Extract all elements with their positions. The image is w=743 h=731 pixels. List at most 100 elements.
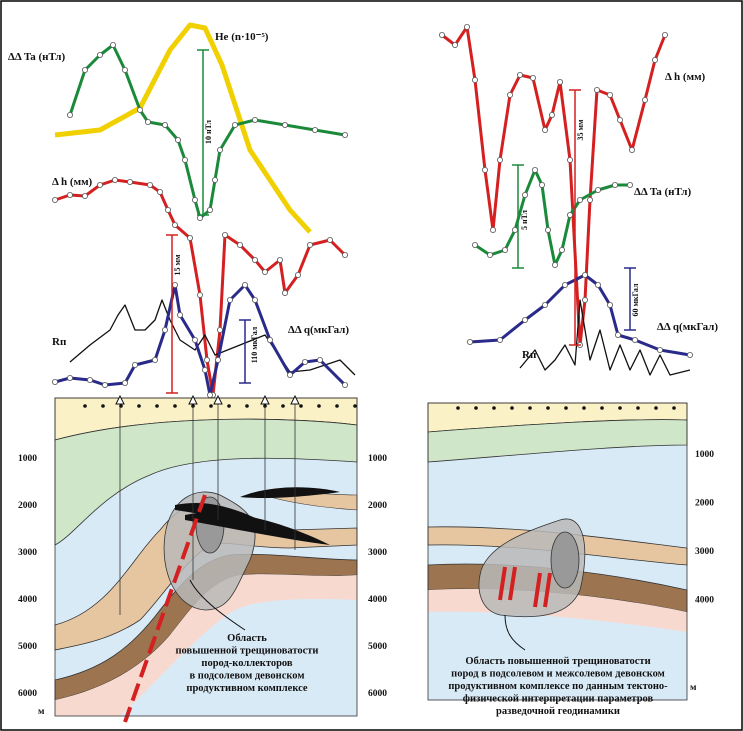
depth-label: 2000 (368, 501, 387, 511)
point (607, 92, 612, 97)
point (197, 292, 202, 297)
depth-label: 1000 (18, 454, 37, 464)
point (207, 392, 212, 397)
point (317, 357, 322, 362)
point (252, 257, 257, 262)
depth-label: 4000 (368, 595, 387, 605)
point (162, 122, 167, 127)
point (567, 157, 572, 162)
depth-label: 2000 (695, 499, 714, 509)
station (654, 406, 658, 410)
point (482, 167, 487, 172)
station (546, 406, 550, 410)
label: 10 нТл (204, 119, 213, 144)
station (173, 404, 177, 408)
caption: Область (227, 633, 267, 644)
depth-label: 6000 (368, 689, 387, 699)
point (545, 227, 550, 232)
point (267, 337, 272, 342)
point (607, 302, 612, 307)
station (456, 406, 460, 410)
point (287, 372, 292, 377)
point (67, 192, 72, 197)
point (627, 182, 632, 187)
point (110, 42, 115, 47)
point (587, 197, 592, 202)
label: Δ h (мм) (52, 176, 93, 188)
reservoir (551, 532, 579, 588)
point (162, 327, 167, 332)
caption: Область повышенной трещиноватости (465, 656, 650, 667)
depth-label: 6000 (18, 689, 37, 699)
point (152, 357, 157, 362)
point (567, 212, 572, 217)
caption: пород-коллекторов (201, 658, 293, 669)
label: Не (n·10⁻⁵) (215, 31, 269, 43)
point (595, 282, 600, 287)
point (102, 382, 107, 387)
point (122, 380, 127, 385)
label: ΔΔ q(мкГал) (657, 321, 718, 333)
point (187, 235, 192, 240)
point (530, 75, 535, 80)
caption: повышенной трещиноватости (176, 646, 319, 657)
point (559, 247, 564, 252)
point (502, 247, 507, 252)
point (562, 282, 567, 287)
point (197, 215, 202, 220)
point (295, 272, 300, 277)
point (165, 207, 170, 212)
label: Rп (522, 349, 537, 361)
point (282, 290, 287, 295)
point (582, 272, 587, 277)
point (497, 337, 502, 342)
point (687, 352, 692, 357)
depth-label: 2000 (18, 501, 37, 511)
label: Rп (52, 336, 67, 348)
depth-label: 3000 (18, 548, 37, 558)
label: 5 нТл (520, 209, 529, 230)
point (307, 242, 312, 247)
point (522, 317, 527, 322)
point (67, 112, 72, 117)
label: 15 мм (173, 254, 182, 275)
point (312, 127, 317, 132)
point (662, 32, 667, 37)
point (549, 112, 554, 117)
point (490, 227, 495, 232)
point (172, 282, 177, 287)
station (101, 404, 105, 408)
point (557, 79, 562, 84)
point (137, 107, 142, 112)
station (600, 406, 604, 410)
point (192, 337, 197, 342)
point (242, 282, 247, 287)
point (577, 197, 582, 202)
station (209, 404, 213, 408)
point (52, 197, 57, 202)
unit: м (690, 683, 697, 693)
point (342, 132, 347, 137)
point (472, 77, 477, 82)
depth-label: 5000 (18, 642, 37, 652)
label: ΔΔ Ta (нТл) (8, 51, 65, 63)
point (464, 24, 469, 29)
point (217, 147, 222, 152)
point (157, 189, 162, 194)
point (439, 32, 444, 37)
depth-label: 3000 (695, 547, 714, 557)
station (618, 406, 622, 410)
diagram: ΔΔ Ta (нТл) Не (n·10⁻⁵) 10 нТл Δ h (мм) … (0, 0, 743, 731)
point (582, 297, 587, 302)
station (155, 404, 159, 408)
point (532, 167, 537, 172)
point (145, 119, 150, 124)
point (539, 182, 544, 187)
station (335, 404, 339, 408)
point (182, 157, 187, 162)
station (564, 406, 568, 410)
point (237, 242, 242, 247)
point (615, 332, 620, 337)
point (222, 232, 227, 237)
point (542, 302, 547, 307)
